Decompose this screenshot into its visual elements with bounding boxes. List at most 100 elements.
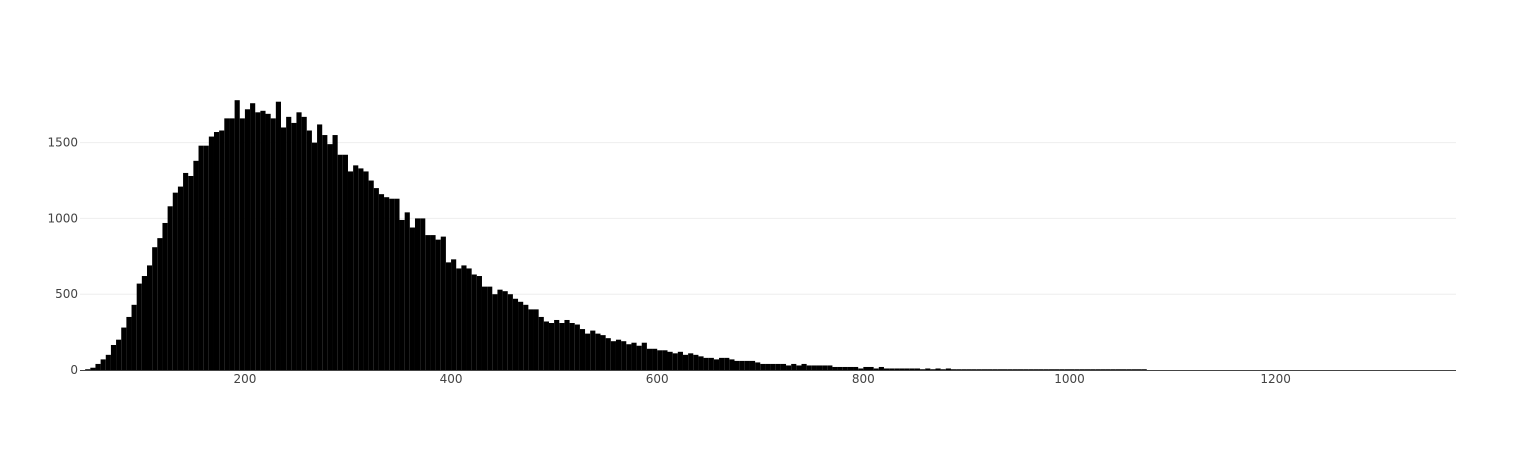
histogram-bar [384,197,390,370]
histogram-bar [518,301,524,370]
histogram-bar [739,360,745,370]
histogram-bar [1121,369,1127,370]
histogram-bar [1074,369,1080,370]
x-tick-label: 600 [646,372,669,386]
histogram-bar [327,144,333,370]
histogram-bar [1002,369,1008,370]
x-tick-label: 200 [233,372,256,386]
histogram-bar [1048,369,1055,370]
histogram-bar [1131,369,1137,370]
histogram-bar [672,353,678,370]
histogram-bar [579,329,586,370]
histogram-bar [1136,369,1142,370]
histogram-bar [837,366,843,370]
histogram-bar [85,369,91,370]
histogram-bar [234,100,240,370]
histogram-bar [914,368,921,370]
histogram-bar [976,369,982,370]
histogram-bar [162,222,168,370]
histogram-bar [796,365,802,370]
histogram-bar [904,368,910,370]
histogram-bar [662,350,668,370]
histogram-bar [1064,369,1070,370]
histogram-bar [126,316,132,370]
histogram-bar [574,324,580,370]
histogram-bar [296,112,302,370]
histogram-bar [935,368,941,370]
histogram-bar [451,259,457,370]
histogram-bar [1084,369,1091,370]
histogram-bar [275,101,281,370]
histogram-bar [100,359,106,370]
histogram-bar [1038,369,1044,370]
histogram-bar [311,142,318,370]
histogram-bar [981,369,988,370]
x-axis-ticks: 200 400 600 800 1000 1200 [233,372,1290,386]
histogram-bar [203,145,209,370]
histogram-bar [389,198,395,370]
histogram-bar [956,369,962,370]
histogram-bar [368,180,374,370]
histogram-bar [198,145,204,370]
histogram-bar [157,238,163,370]
histogram-bar [378,194,385,370]
histogram-bar [961,369,967,370]
histogram-bar [425,235,431,370]
histogram-bar [853,366,859,370]
histogram-bar [940,369,946,370]
histogram-bar [208,136,214,370]
histogram-bar [615,339,622,370]
histogram-bar [291,122,297,370]
histogram-bar [255,112,261,370]
histogram-bar [950,369,957,370]
histogram-bar [461,265,467,370]
histogram-bar [224,118,230,371]
histogram-bar [873,368,879,370]
histogram-bar [755,362,761,370]
histogram-bar [414,218,421,370]
y-tick-label: 1000 [47,211,78,225]
histogram-bar [1095,369,1101,370]
x-tick-label: 1200 [1260,372,1291,386]
histogram-bar [899,368,905,370]
histogram-bar [193,160,199,370]
histogram-bar [229,118,235,371]
histogram-bar [476,276,482,370]
histogram-bar [1017,369,1024,370]
histogram-bar [605,338,611,370]
histogram-bar [90,367,96,370]
histogram-bar [286,116,292,370]
histogram-bar [621,341,627,370]
histogram-bar [868,366,874,370]
histogram-bar [1110,369,1116,370]
histogram-bar [822,365,828,370]
histogram-bar [487,286,493,370]
histogram-bar [440,236,446,370]
histogram-bar [765,363,771,370]
histogram-bar [152,247,158,370]
histogram-bar [1012,369,1018,370]
histogram-bar [435,239,441,370]
histogram-bar [559,323,565,370]
histogram-bar [847,366,854,370]
histogram-bar [920,369,926,370]
histogram-bar [889,368,895,370]
histogram-bar [554,319,560,370]
histogram-bar [1043,369,1049,370]
histogram-bar [213,132,220,370]
histogram-bar [734,360,740,370]
histogram-bar [219,130,225,370]
histogram-bar [595,333,601,370]
histogram-bar [770,363,776,370]
histogram-bar [95,363,101,370]
histogram-bar [878,366,884,370]
histogram-bar [317,124,323,370]
histogram-bar [641,342,647,370]
histogram-bar [1023,369,1029,370]
histogram-bar [533,309,539,370]
histogram-bar [116,339,122,370]
histogram-bar [894,368,900,370]
histogram-bar [347,171,354,370]
histogram-bar [337,154,343,370]
histogram-bar [1007,369,1013,370]
